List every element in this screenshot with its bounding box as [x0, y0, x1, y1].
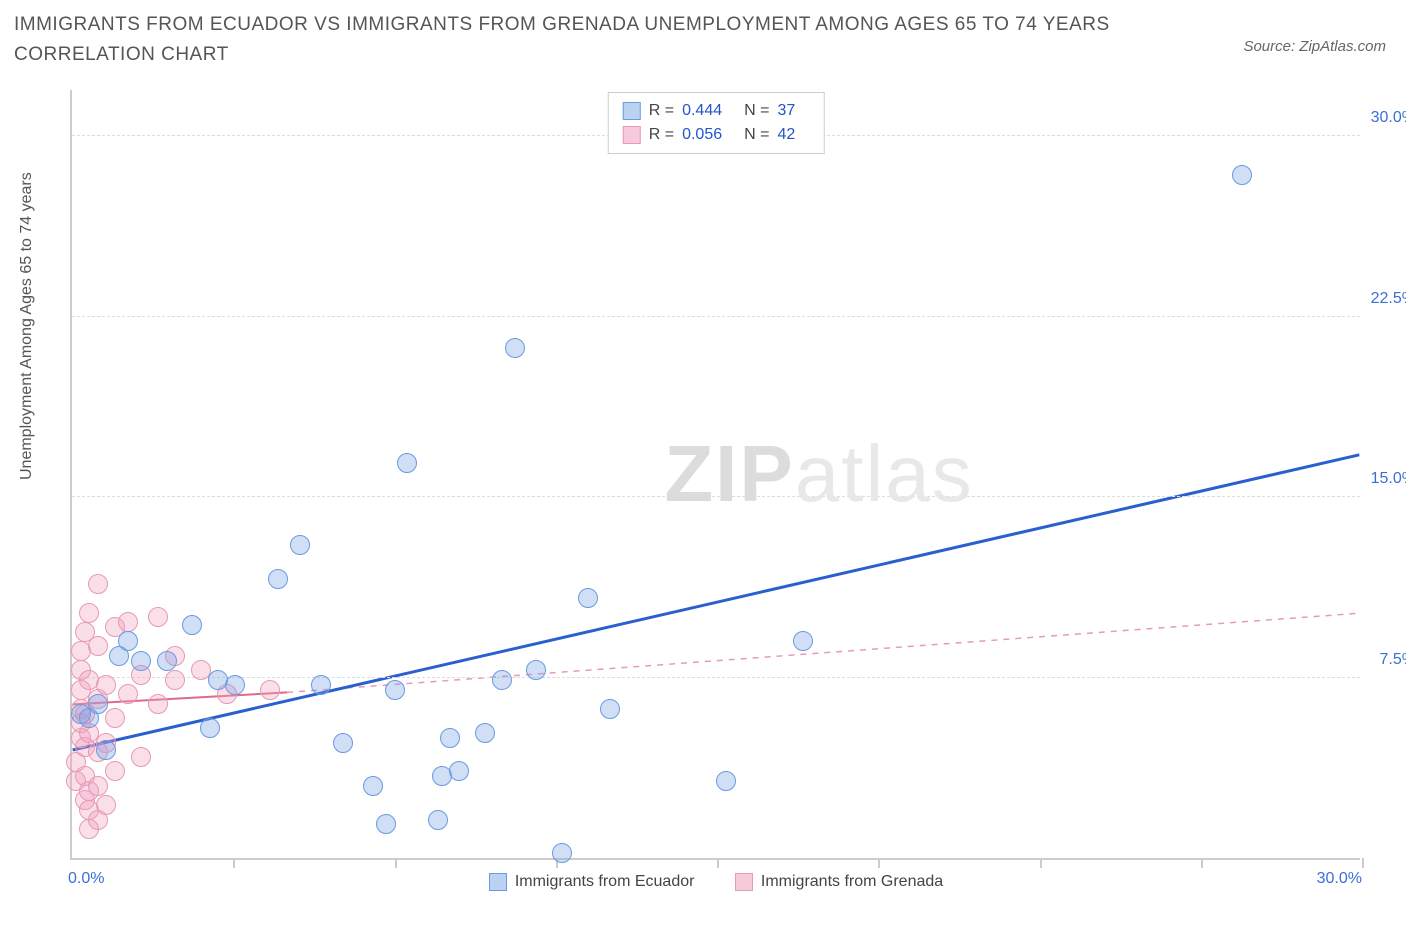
scatter-point [131, 651, 151, 671]
x-tick [1362, 858, 1364, 868]
scatter-point [225, 675, 245, 695]
y-tick-label: 30.0% [1366, 109, 1406, 127]
scatter-point [475, 723, 495, 743]
scatter-point [1232, 165, 1252, 185]
scatter-point [578, 588, 598, 608]
scatter-point [79, 603, 99, 623]
r-value-grenada: 0.056 [682, 123, 722, 147]
scatter-point [600, 699, 620, 719]
scatter-point [428, 810, 448, 830]
scatter-point [505, 338, 525, 358]
scatter-point [260, 680, 280, 700]
scatter-point [96, 795, 116, 815]
n-value-ecuador: 37 [777, 99, 795, 123]
legend-swatch-grenada [623, 126, 641, 144]
scatter-point [363, 776, 383, 796]
gridline [72, 496, 1360, 497]
chart-container: IMMIGRANTS FROM ECUADOR VS IMMIGRANTS FR… [0, 0, 1406, 930]
legend-stats-row: R = 0.056 N = 42 [623, 123, 810, 147]
x-min-label: 0.0% [68, 870, 104, 888]
scatter-point [440, 728, 460, 748]
scatter-point [385, 680, 405, 700]
title-row: IMMIGRANTS FROM ECUADOR VS IMMIGRANTS FR… [14, 10, 1386, 71]
scatter-point [526, 660, 546, 680]
gridline [72, 677, 1360, 678]
x-tick [1201, 858, 1203, 868]
scatter-point [118, 612, 138, 632]
scatter-point [333, 733, 353, 753]
scatter-point [552, 843, 572, 863]
gridline [72, 316, 1360, 317]
x-tick [233, 858, 235, 868]
y-tick-label: 15.0% [1366, 470, 1406, 488]
scatter-point [88, 776, 108, 796]
scatter-point [182, 615, 202, 635]
scatter-point [165, 670, 185, 690]
scatter-point [793, 631, 813, 651]
source-attribution: Source: ZipAtlas.com [1243, 38, 1386, 55]
scatter-point [96, 740, 116, 760]
scatter-point [148, 607, 168, 627]
scatter-point [105, 761, 125, 781]
scatter-point [200, 718, 220, 738]
r-label: R = [649, 123, 674, 147]
scatter-point [290, 535, 310, 555]
scatter-point [268, 569, 288, 589]
trend-lines-svg [72, 90, 1360, 858]
scatter-point [311, 675, 331, 695]
scatter-point [88, 574, 108, 594]
scatter-point [492, 670, 512, 690]
scatter-point [105, 708, 125, 728]
scatter-point [376, 814, 396, 834]
r-label: R = [649, 99, 674, 123]
x-tick [717, 858, 719, 868]
n-label: N = [744, 123, 769, 147]
scatter-point [88, 694, 108, 714]
plot-area: ZIPatlas R = 0.444 N = 37 R = 0.056 N = … [70, 90, 1360, 860]
trend-line [73, 455, 1360, 750]
scatter-point [88, 636, 108, 656]
x-tick [395, 858, 397, 868]
chart-title: IMMIGRANTS FROM ECUADOR VS IMMIGRANTS FR… [14, 10, 1164, 71]
y-axis-title: Unemployment Among Ages 65 to 74 years [18, 172, 36, 480]
scatter-point [118, 631, 138, 651]
x-tick [878, 858, 880, 868]
x-tick [1040, 858, 1042, 868]
x-max-label: 30.0% [1317, 870, 1362, 888]
n-label: N = [744, 99, 769, 123]
scatter-point [397, 453, 417, 473]
r-value-ecuador: 0.444 [682, 99, 722, 123]
scatter-point [131, 747, 151, 767]
legend-stats: R = 0.444 N = 37 R = 0.056 N = 42 [608, 92, 825, 154]
scatter-point [148, 694, 168, 714]
scatter-point [96, 675, 116, 695]
y-tick-label: 22.5% [1366, 290, 1406, 308]
scatter-point [157, 651, 177, 671]
legend-stats-row: R = 0.444 N = 37 [623, 99, 810, 123]
scatter-point [449, 761, 469, 781]
legend-swatch-ecuador [623, 102, 641, 120]
trend-line [287, 613, 1359, 692]
x-axis-labels: 0.0% 30.0% [70, 870, 1360, 900]
scatter-point [716, 771, 736, 791]
y-tick-label: 7.5% [1366, 651, 1406, 669]
n-value-grenada: 42 [777, 123, 795, 147]
scatter-point [118, 684, 138, 704]
